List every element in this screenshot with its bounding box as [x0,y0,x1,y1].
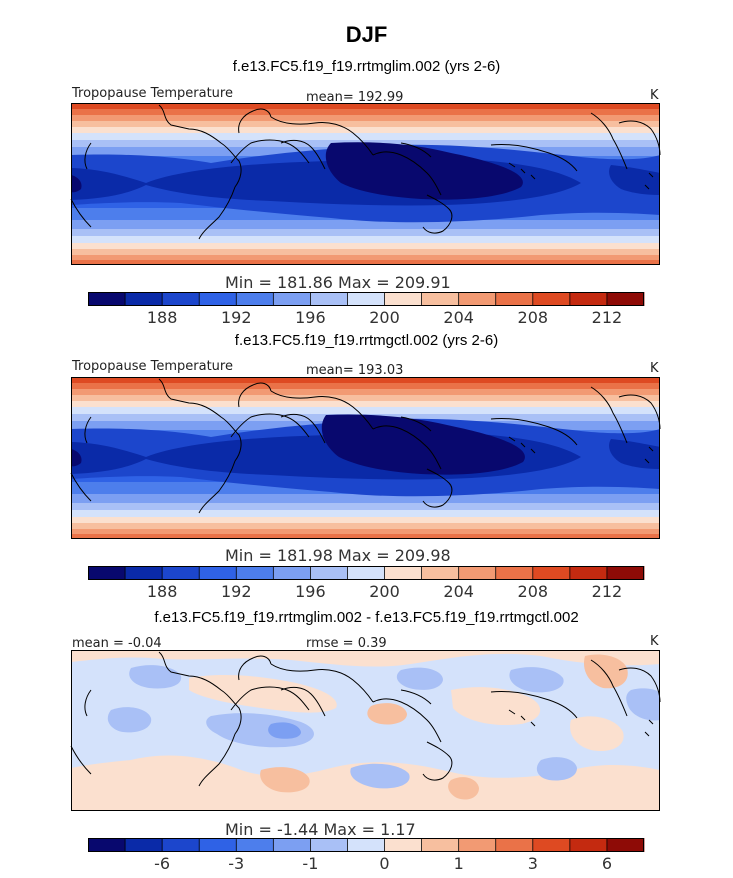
colorbar-swatch [88,292,126,306]
colorbar-swatch [606,566,645,580]
colorbar-swatch [273,566,311,580]
colorbar-tick-label: 6 [602,854,612,873]
panel-3-min-max: Min = -1.44 Max = 1.17 [225,820,416,839]
colorbar-swatch [458,566,497,580]
colorbar-swatch [347,292,385,306]
colorbar-swatch [421,292,460,306]
colorbar-swatch [310,566,348,580]
figure-title: DJF [345,22,388,47]
panel-2-map [70,377,661,539]
panel-3-coastlines [70,651,661,787]
colorbar-swatch [532,292,571,306]
colorbar-swatch [606,292,645,306]
colorbar-swatch [310,292,348,306]
colorbar-tick-label: 208 [518,582,549,601]
colorbar-swatch [199,292,237,306]
colorbar-swatch [421,566,460,580]
colorbar-swatch [495,566,534,580]
colorbar-tick-label: 204 [443,582,474,601]
colorbar-tick-label: -3 [228,854,244,873]
colorbar-swatch [384,566,422,580]
panel-1-min-max: Min = 181.86 Max = 209.91 [225,273,451,292]
colorbar-swatch [236,566,274,580]
panel-1-colorbar: 188 192 196 200 204 208 212 [88,292,645,327]
panel-3-map [70,650,661,811]
colorbar-tick-label: 188 [147,308,178,327]
colorbar-swatch [125,838,163,852]
panel-1-subtitle: f.e13.FC5.f19_f19.rrtmglim.002 (yrs 2-6) [232,58,501,75]
panel-3-stat-label: rmse = 0.39 [306,636,387,651]
colorbar-swatch [88,566,126,580]
colorbar-swatch [458,292,497,306]
colorbar-frame [88,566,644,580]
colorbar-swatch [347,566,385,580]
colorbar-swatch [347,838,385,852]
colorbar-swatch [384,292,422,306]
colorbar-tick-label: 212 [592,308,623,327]
panel-3-field-label: mean = -0.04 [72,636,162,651]
panel-2-field-label: Tropopause Temperature [72,359,233,374]
colorbar-tick-label: 188 [147,582,178,601]
colorbar-swatch [606,838,645,852]
colorbar-swatch [495,292,534,306]
panel-1-units: K [650,88,659,103]
colorbar-tick-label: 196 [295,582,326,601]
colorbar-swatch [199,566,237,580]
colorbar-frame [88,292,644,306]
colorbar-tick-label: 192 [221,308,252,327]
colorbar-tick-label: 208 [518,308,549,327]
colorbar-swatch [384,838,422,852]
colorbar-tick-label: 0 [379,854,389,873]
colorbar-tick-label: 200 [369,582,400,601]
colorbar-swatch [125,566,163,580]
colorbar-swatch [125,292,163,306]
colorbar-swatch [88,838,126,852]
panel-3-units: K [650,634,659,649]
colorbar-swatch [421,838,460,852]
colorbar-tick-label: 3 [528,854,538,873]
colorbar-tick-label: -1 [302,854,318,873]
panel-2-subtitle: f.e13.FC5.f19_f19.rrtmgctl.002 (yrs 2-6) [234,332,499,349]
colorbar-swatch [532,566,571,580]
colorbar-frame [88,838,644,852]
panel-2-coastlines [70,378,661,514]
colorbar-swatch [532,838,571,852]
colorbar-tick-label: 204 [443,308,474,327]
panel-1-field-label: Tropopause Temperature [72,86,233,101]
colorbar-swatch [236,838,274,852]
colorbar-swatch [495,838,534,852]
colorbar-swatch [162,566,200,580]
colorbar-swatch [569,566,608,580]
colorbar-tick-label: 212 [592,582,623,601]
colorbar-tick-label: 200 [369,308,400,327]
colorbar-swatch [236,292,274,306]
panel-3-colorbar: -6 -3 -1 0 1 3 6 [88,838,645,873]
panel-2-units: K [650,361,659,376]
colorbar-tick-label: 192 [221,582,252,601]
colorbar-swatch [199,838,237,852]
panel-2-colorbar: 188 192 196 200 204 208 212 [88,566,645,601]
panel-2-min-max: Min = 181.98 Max = 209.98 [225,546,451,565]
colorbar-tick-label: 196 [295,308,326,327]
panel-3-subtitle: f.e13.FC5.f19_f19.rrtmglim.002 - f.e13.F… [154,609,579,626]
panel-2-stat-label: mean= 193.03 [306,363,404,378]
colorbar-swatch [162,292,200,306]
colorbar-swatch [310,838,348,852]
colorbar-tick-label: 1 [454,854,464,873]
colorbar-swatch [162,838,200,852]
colorbar-swatch [569,292,608,306]
colorbar-swatch [569,838,608,852]
panel-1-stat-label: mean= 192.99 [306,90,404,105]
colorbar-swatch [458,838,497,852]
colorbar-tick-label: -6 [154,854,170,873]
panel-1-map [70,103,661,265]
colorbar-swatch [273,292,311,306]
colorbar-swatch [273,838,311,852]
